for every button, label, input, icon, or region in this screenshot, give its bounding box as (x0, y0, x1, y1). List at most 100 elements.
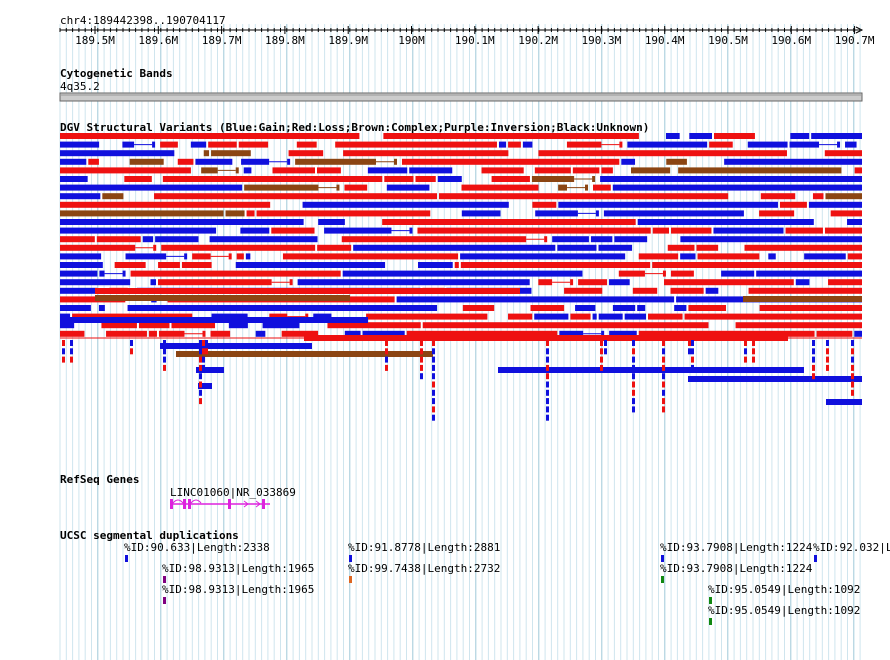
dgv-variant (199, 356, 202, 363)
dgv-variant (288, 150, 324, 157)
dgv-variant (534, 313, 569, 320)
dgv-variant (211, 313, 248, 320)
dgv-variant (302, 201, 509, 208)
dgv-variant (531, 176, 575, 182)
dgv-variant (678, 167, 842, 174)
dgv-variant (432, 348, 435, 355)
dgv-variant (558, 201, 778, 208)
dgv-variant (748, 287, 862, 294)
dgv-variant (62, 348, 65, 355)
gene-exon (183, 499, 186, 509)
coordinate-ruler[interactable] (59, 26, 864, 34)
dgv-variant (385, 340, 388, 346)
dgv-variant (691, 348, 694, 355)
segdup-feature-label[interactable]: %ID:95.0549|Length:1092 (708, 583, 861, 596)
dgv-variant (282, 253, 459, 260)
dgv-variant (816, 330, 853, 337)
dgv-variant (632, 406, 635, 413)
dgv-variant (124, 176, 152, 182)
dgv-variant (851, 348, 854, 355)
dgv-variant (598, 313, 623, 320)
dgv-variant (417, 262, 453, 268)
cytoband-ideogram[interactable] (59, 92, 863, 102)
dgv-variant (826, 356, 829, 363)
dgv-variant (382, 219, 636, 225)
dgv-variant (546, 406, 549, 413)
segdup-feature-label[interactable]: %ID:91.8778|Length:2881 (348, 541, 501, 554)
dgv-variant (688, 305, 727, 311)
dgv-variant (432, 340, 435, 346)
dgv-variant (142, 236, 154, 243)
dgv-variant (130, 340, 133, 346)
dgv-variant (199, 364, 202, 371)
dgv-variant (632, 348, 635, 355)
ruler-tick-label: 189.9M (328, 34, 369, 47)
dgv-variant (162, 176, 383, 182)
segdup-track[interactable] (125, 555, 817, 625)
dgv-variant (609, 330, 637, 337)
dgv-variant (60, 219, 304, 225)
dgv-variant (600, 176, 862, 182)
dgv-track[interactable] (60, 133, 862, 421)
refseq-track[interactable] (170, 499, 270, 509)
dgv-variant (632, 398, 635, 405)
dgv-variant (508, 313, 533, 320)
dgv-variant (789, 141, 820, 148)
dgv-variant (210, 330, 231, 337)
dgv-variant (812, 364, 815, 371)
dgv-variant (148, 330, 157, 337)
dgv-variant (600, 356, 603, 363)
dgv-variant (196, 367, 224, 373)
segdup-feature-label[interactable]: %ID:93.7908|Length:1224 (660, 541, 813, 554)
segdup-feature-label[interactable]: %ID:90.633|Length:2338 (124, 541, 270, 554)
dgv-variant (422, 322, 709, 329)
dgv-variant (199, 381, 202, 388)
dgv-variant (530, 305, 565, 311)
dgv-variant (662, 270, 666, 277)
segdup-feature-label[interactable]: %ID:98.9313|Length:1965 (162, 583, 315, 596)
dgv-variant (598, 244, 633, 251)
ruler-tick-label: 190.6M (771, 34, 812, 47)
dgv-variant (851, 389, 854, 396)
dgv-variant (652, 227, 670, 234)
segdup-feature-label[interactable]: %ID:95.0549|Length:1092 (708, 604, 861, 617)
dgv-variant (691, 356, 694, 363)
dgv-variant (439, 193, 729, 200)
ruler-arrow-icon (855, 26, 864, 34)
dgv-variant (697, 253, 760, 260)
dgv-variant (609, 279, 630, 286)
ruler-tick-label: 189.5M (75, 34, 115, 47)
cytoband-bar (59, 92, 863, 102)
dgv-variant (60, 193, 101, 200)
dgv-variant (691, 364, 694, 371)
segdup-feature-label[interactable]: %ID:98.9313|Length:1965 (162, 562, 315, 575)
dgv-variant (532, 201, 557, 208)
dgv-variant (744, 348, 747, 355)
dgv-variant (199, 398, 202, 405)
dgv-variant (244, 184, 319, 191)
ruler-tick-label: 190.2M (518, 34, 558, 47)
dgv-variant (272, 167, 315, 174)
dgv-variant (632, 364, 635, 371)
ruler-tick-label: 190.1M (454, 34, 495, 47)
dgv-variant (240, 227, 270, 234)
segdup-feature-label[interactable]: %ID:93.7908|Length:1224 (660, 562, 813, 575)
segdup-feature (349, 555, 352, 562)
segdup-feature-label[interactable]: %ID:92.032|Le (813, 541, 890, 554)
dgv-variant (262, 322, 300, 329)
dgv-variant (313, 313, 332, 320)
dgv-variant (546, 389, 549, 396)
dgv-variant (130, 270, 341, 277)
dgv-variant (316, 167, 341, 174)
dgv-variant (366, 313, 488, 320)
dgv-variant (557, 244, 597, 251)
dgv-variant (60, 133, 360, 139)
dgv-variant (60, 167, 191, 174)
dgv-variant (670, 287, 704, 294)
gene-label[interactable]: LINC01060|NR_033869 (170, 486, 296, 499)
dgv-variant (102, 193, 124, 200)
dgv-variant (638, 253, 679, 260)
dgv-variant (177, 158, 194, 165)
segdup-feature-label[interactable]: %ID:99.7438|Length:2732 (348, 562, 501, 575)
